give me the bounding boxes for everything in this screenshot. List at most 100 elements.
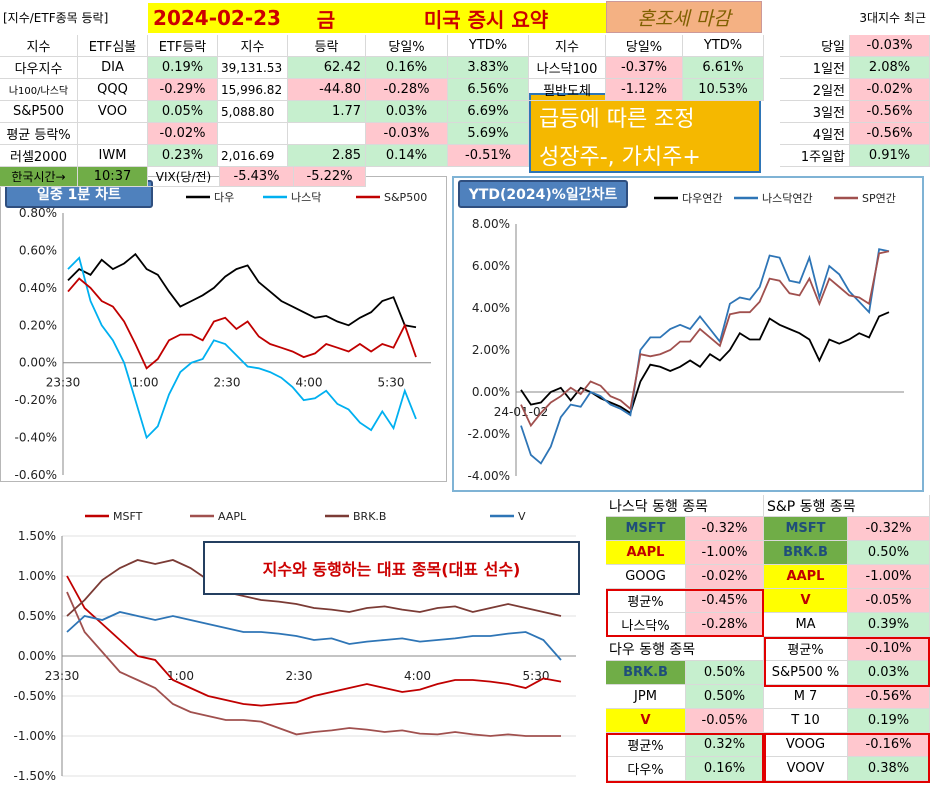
- sp-peer-value: 0.39%: [848, 613, 930, 637]
- index-etf: [78, 123, 148, 145]
- vix-label: VIX(당/전): [148, 167, 220, 187]
- comment-line-1: 급등에 따른 조정: [539, 107, 695, 132]
- report-title: 미국 증시 요약: [366, 3, 606, 33]
- nasdaq-peer-value: -1.00%: [686, 541, 764, 565]
- y-tick-label: -0.40%: [15, 431, 57, 445]
- sp-peer-value: 0.38%: [848, 757, 930, 781]
- dow-peer-value: 0.16%: [686, 757, 764, 781]
- series-line-2: [520, 250, 890, 428]
- tag-label: [지수/ETF종목 등락]: [3, 10, 109, 25]
- sector-day: -0.37%: [606, 57, 683, 79]
- y-tick-label: 4.00%: [472, 301, 510, 315]
- sp-peer-value: 0.19%: [848, 709, 930, 733]
- index-value: 39,131.53: [218, 57, 288, 79]
- legend-label: 다우연간: [682, 192, 722, 205]
- dow-peer-symbol: BRK.B: [606, 661, 686, 685]
- y-tick-label: 1.00%: [18, 569, 56, 583]
- index-etf-change: 0.23%: [148, 145, 218, 167]
- dow-peer-value: 0.50%: [686, 685, 764, 709]
- sector-ytd: 10.53%: [683, 79, 764, 101]
- index-day-pct: 0.03%: [366, 101, 448, 123]
- y-tick-label: -0.50%: [14, 689, 56, 703]
- sp-peer-value: -0.56%: [848, 685, 930, 709]
- y-tick-label: 0.20%: [19, 318, 57, 332]
- x-tick-label: 23:30: [46, 376, 81, 390]
- sp-peer-symbol: AAPL: [764, 565, 848, 589]
- y-tick-label: 0.00%: [472, 385, 510, 399]
- index-value: 2,016.69: [218, 145, 288, 167]
- index-day-pct: -0.28%: [366, 79, 448, 101]
- y-tick-label: 0.60%: [19, 243, 57, 257]
- series-line-1: [520, 248, 890, 465]
- x-tick-label: 23:30: [45, 669, 80, 683]
- sp-peer-value: -0.05%: [848, 589, 930, 613]
- y-tick-label: 8.00%: [472, 217, 510, 231]
- index-change: 2.85: [288, 145, 366, 167]
- dow-peer-symbol: 평균%: [606, 733, 686, 757]
- index-header-2: ETF등락: [148, 35, 218, 57]
- legend-label: MSFT: [113, 510, 143, 523]
- index-header-0: 지수: [0, 35, 78, 57]
- index-day-pct: 0.14%: [366, 145, 448, 167]
- index-ytd-pct: 3.83%: [448, 57, 529, 79]
- recent-label: 1일전: [780, 57, 850, 79]
- series-line-0: [67, 252, 417, 329]
- y-tick-label: 1.50%: [18, 529, 56, 543]
- series-line-3: [66, 611, 562, 661]
- recent-label: 4일전: [780, 123, 850, 145]
- ytd-chart-panel: 8.00% 6.00% 4.00% 2.00% 0.00% -2.00% -4.00% 24-…: [452, 176, 924, 492]
- series-line-2: [66, 559, 562, 617]
- x-tick-label: 4:00: [296, 376, 323, 390]
- nasdaq-peer-title: 나스닥 동행 종목: [606, 495, 764, 517]
- index-etf: IWM: [78, 145, 148, 167]
- index-day-pct: 0.16%: [366, 57, 448, 79]
- index-change: [288, 123, 366, 145]
- x-tick-label: 2:30: [214, 376, 241, 390]
- recent-label: 3일전: [780, 101, 850, 123]
- stock-chart-panel: 1.50% 1.00% 0.50% 0.00% -0.50% -1.00% -1.50% 23…: [0, 494, 604, 787]
- y-tick-label: 0.50%: [18, 609, 56, 623]
- x-tick-label: 1:00: [132, 376, 159, 390]
- legend-label: BRK.B: [353, 510, 386, 523]
- sp-peer-symbol: M 7: [764, 685, 848, 709]
- index-name: 다우지수: [0, 57, 78, 79]
- sector-day: -1.12%: [606, 79, 683, 101]
- vix-prev: -5.22%: [294, 167, 366, 187]
- legend-label: 나스닥: [291, 191, 321, 204]
- index-etf-change: 0.19%: [148, 57, 218, 79]
- sp-peer-value: 0.50%: [848, 541, 930, 565]
- nasdaq-peer-symbol: 나스닥%: [606, 613, 686, 637]
- sp-peer-symbol: MSFT: [764, 517, 848, 541]
- sp-peer-symbol: VOOG: [764, 733, 848, 757]
- sp-peer-symbol: VOOV: [764, 757, 848, 781]
- legend-label: 나스닥연간: [762, 192, 813, 205]
- recent-label: 당일: [780, 35, 850, 57]
- sp-peer-title: S&P 동행 종목: [764, 495, 930, 517]
- x-tick-label: 1:00: [167, 669, 194, 683]
- index-header-4: 등락: [288, 35, 366, 57]
- index-etf: QQQ: [78, 79, 148, 101]
- index-header-1: ETF심볼: [78, 35, 148, 57]
- kst-label: 한국시간→: [0, 167, 78, 187]
- index-day-pct: -0.03%: [366, 123, 448, 145]
- sp-peer-value: -1.00%: [848, 565, 930, 589]
- ytd-tag: YTD(2024)%일간차트: [458, 180, 628, 208]
- index-name: 평균 등락%: [0, 123, 78, 145]
- series-line-0: [66, 575, 562, 707]
- recent-value: -0.56%: [850, 123, 930, 145]
- dow-peer-title: 다우 동행 종목: [606, 637, 764, 661]
- recent-value: -0.03%: [850, 35, 930, 57]
- dow-peer-value: 0.32%: [686, 733, 764, 757]
- x-tick-label: 5:30: [523, 669, 550, 683]
- y-tick-label: 6.00%: [472, 259, 510, 273]
- series-line-2: [67, 277, 417, 370]
- index-header-6: YTD%: [448, 35, 529, 57]
- recent-label: 2일전: [780, 79, 850, 101]
- sector-name: 필반도체: [529, 79, 606, 101]
- report-weekday: 금: [286, 3, 366, 33]
- y-tick-label: -4.00%: [468, 469, 510, 483]
- index-ytd-pct: 5.69%: [448, 123, 529, 145]
- index-etf: VOO: [78, 101, 148, 123]
- nasdaq-peer-symbol: AAPL: [606, 541, 686, 565]
- sp-peer-symbol: BRK.B: [764, 541, 848, 565]
